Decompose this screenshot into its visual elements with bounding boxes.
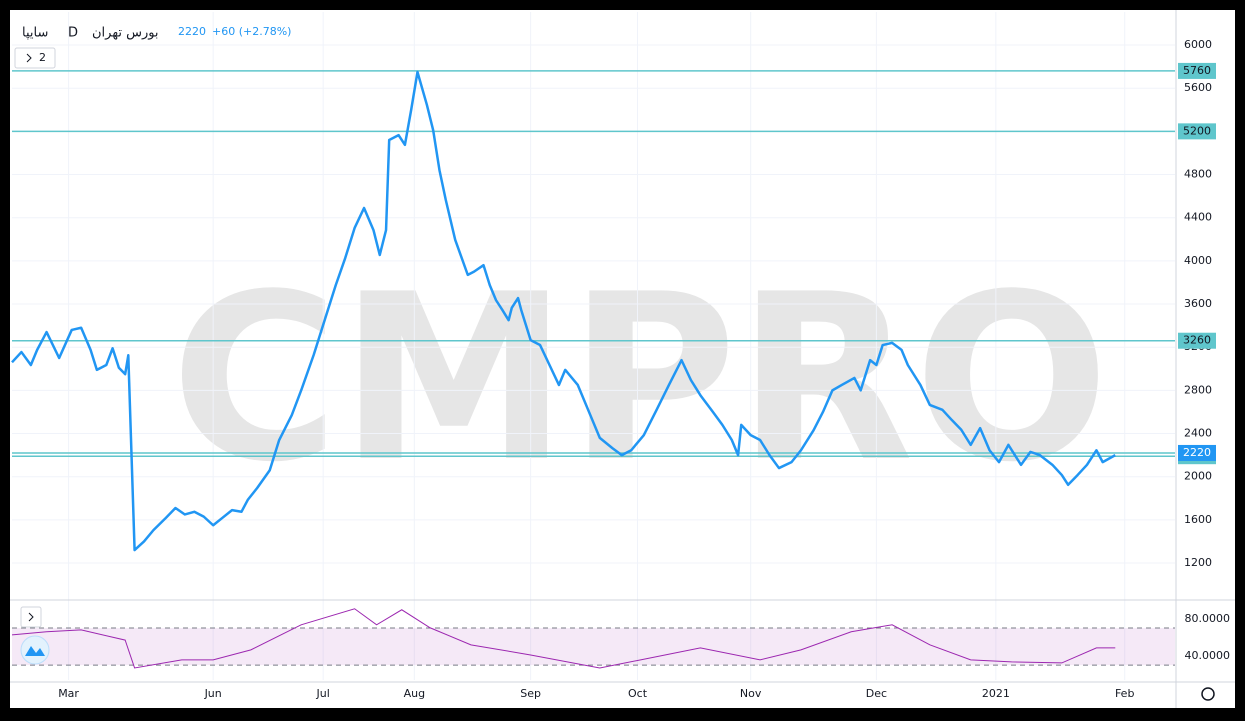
x-tick-label: Aug <box>404 687 425 700</box>
y-tick-label: 5600 <box>1184 81 1212 94</box>
chevron <box>26 53 32 63</box>
x-tick-label: Jul <box>316 687 330 700</box>
button-count: 2 <box>39 51 46 64</box>
x-tick-label: Sep <box>520 687 541 700</box>
last-price: 2220 <box>178 25 206 38</box>
y-tick-label: 6000 <box>1184 38 1212 51</box>
x-tick-label: Oct <box>628 687 648 700</box>
x-tick-label: Dec <box>866 687 887 700</box>
axes: Mar Jun Jul Aug Sep Oct Nov Dec 2021 Feb 1200 1600 2… <box>58 38 1230 700</box>
rsi-line <box>11 608 1116 669</box>
level-label-box <box>1178 62 1216 79</box>
price-change: +60 (+2.78%) <box>212 25 291 38</box>
exchange: بورس تهران <box>92 26 159 41</box>
logo[interactable] <box>20 635 50 665</box>
watermark: CMPRO <box>171 246 1110 513</box>
rsi-tick-label: 40.0000 <box>1185 649 1231 662</box>
y-tick-label: 4800 <box>1184 168 1212 181</box>
interval: D <box>68 26 78 41</box>
x-tick-label: Jun <box>204 687 222 700</box>
rsi-band <box>12 628 1175 666</box>
symbol: سایپا <box>22 26 48 41</box>
level-label: 3260 <box>1183 334 1211 347</box>
y-tick-label: 2800 <box>1184 383 1212 396</box>
level-label: 5200 <box>1183 124 1211 137</box>
x-tick-label: Nov <box>740 687 762 700</box>
level-label-box <box>1178 123 1216 140</box>
chevron <box>28 612 34 622</box>
y-tick-label: 1200 <box>1184 556 1212 569</box>
collapse-button[interactable] <box>14 47 56 69</box>
rsi-tick-label: 80.0000 <box>1185 612 1231 625</box>
y-tick-label: 2000 <box>1184 470 1212 483</box>
settings-icon[interactable] <box>1201 687 1215 701</box>
x-tick-label: Mar <box>58 687 79 700</box>
level-label: 5760 <box>1183 64 1211 77</box>
y-tick-label: 2400 <box>1184 427 1212 440</box>
price-line <box>11 70 1116 552</box>
x-tick-label: Feb <box>1115 687 1134 700</box>
marks <box>11 70 1116 669</box>
level-label-box <box>1178 332 1216 349</box>
y-tick-label: 4000 <box>1184 254 1212 267</box>
grid <box>12 12 1175 680</box>
y-tick-label: 1600 <box>1184 513 1212 526</box>
last-price-box <box>1178 444 1216 461</box>
logo-icon <box>25 646 45 656</box>
x-tick-label: 2021 <box>982 687 1010 700</box>
rsi-collapse-button[interactable] <box>20 606 42 628</box>
last-price-label: 2220 <box>1183 446 1211 459</box>
y-tick-label: 3600 <box>1184 297 1212 310</box>
levels <box>12 70 1175 457</box>
y-tick-label: 4400 <box>1184 211 1212 224</box>
canvas <box>10 10 1235 708</box>
